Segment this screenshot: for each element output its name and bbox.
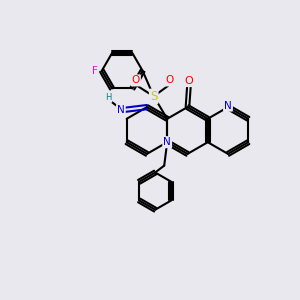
Text: O: O — [166, 75, 174, 85]
Text: S: S — [150, 90, 158, 103]
Text: N: N — [163, 137, 171, 147]
Text: O: O — [132, 75, 140, 85]
Text: F: F — [92, 66, 98, 76]
Text: N: N — [117, 105, 125, 115]
Text: H: H — [105, 93, 111, 102]
Text: N: N — [224, 100, 232, 111]
Text: O: O — [184, 76, 193, 86]
